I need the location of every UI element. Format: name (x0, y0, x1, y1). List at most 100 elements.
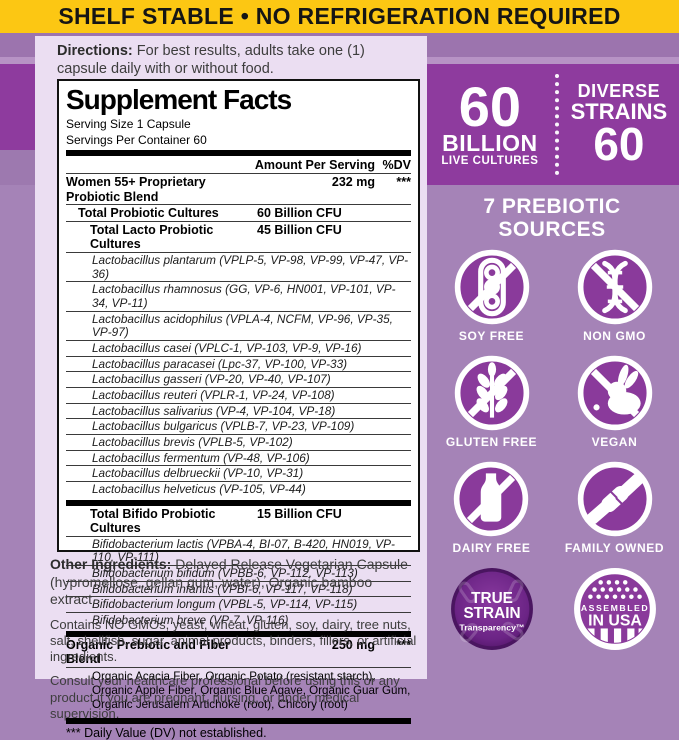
facts-row-name: Lactobacillus gasseri (VP-20, VP-40, VP-… (92, 372, 331, 387)
facts-row: Lactobacillus rhamnosus (GG, VP-6, HN001… (66, 281, 411, 310)
facts-row: Lactobacillus bulgaricus (VPLB-7, VP-23,… (66, 418, 411, 434)
facts-row-name: Bifidobacterium bifidum (VPBB-6, VP-112,… (92, 565, 358, 580)
facts-row-name: Lactobacillus paracasei (Lpc-37, VP-100,… (92, 356, 348, 371)
facts-row: Women 55+ Proprietary Probiotic Blend 232… (66, 173, 411, 204)
facts-row-name: Lactobacillus acidophilus (VPLA-4, NCFM,… (92, 311, 393, 340)
dotted-divider (554, 74, 559, 175)
strains-label: STRAINS (570, 99, 668, 125)
svg-text:STRAIN: STRAIN (463, 605, 520, 622)
serving-size: Serving Size 1 Capsule (66, 116, 191, 131)
facts-row: Total Probiotic Cultures 60 Billion CFU (66, 204, 411, 221)
facts-row-name: Total Bifido Probiotic Cultures (90, 506, 216, 536)
facts-row-name: Lactobacillus salivarius (VP-4, VP-104, … (92, 403, 336, 418)
facts-row-name: Lactobacillus bulgaricus (VPLB-7, VP-23,… (92, 419, 355, 434)
facts-row: Bifidobacterium lactis (VPBA-4, BI-07, B… (66, 535, 411, 565)
dv-footnote: *** Daily Value (DV) not established. (66, 725, 267, 740)
other-ingredients-label: Other Ingredients: (50, 556, 172, 572)
diverse-strains-block: DIVERSE STRAINS 60 (559, 64, 679, 185)
facts-row-dv: *** (396, 637, 411, 652)
dairy-free-icon (454, 461, 529, 537)
facts-row-name: Lactobacillus delbrueckii (VP-10, VP-31) (92, 466, 304, 481)
badge-label: DAIRY FREE (452, 541, 531, 555)
assembled-in-usa-icon: ASSEMBLED IN USA (573, 568, 656, 650)
facts-row-amount: 250 mg (331, 637, 375, 652)
facts-row-name: Total Probiotic Cultures (78, 206, 219, 221)
stars-dots (587, 580, 642, 599)
facts-row-name: Lactobacillus brevis (VPLB-5, VP-102) (92, 434, 293, 449)
contains-note: Contains NO GMOs, yeast, wheat, gluten, … (50, 616, 417, 665)
cultures-highlight: 60 BILLION LIVE CULTURES DIVERSE STRAINS… (425, 64, 679, 185)
bg-left-strip-patch (0, 150, 35, 185)
directions-label: Directions: (57, 43, 133, 59)
badge-gluten-free: GLUTEN FREE (446, 354, 537, 449)
badge-grid: SOY FREE NON GMO GLUTEN FREE VEGAN DAIRY … (432, 248, 674, 652)
strain-count-60: 60 (593, 118, 645, 171)
live-cultures-label: LIVE CULTURES (441, 155, 539, 168)
facts-row-name: Women 55+ Proprietary Probiotic Blend (66, 175, 206, 204)
facts-row: Lactobacillus delbrueckii (VP-10, VP-31) (66, 465, 411, 481)
badge-label: SOY FREE (458, 329, 525, 343)
facts-row: Lactobacillus helveticus (VP-105, VP-44) (66, 480, 411, 497)
live-cultures-block: 60 BILLION LIVE CULTURES (425, 64, 555, 185)
consult-note: Consult your healthcare professional bef… (50, 673, 400, 721)
badge-non-gmo: NON GMO (576, 248, 654, 343)
true-strain-icon: TRUE STRAIN Transparency™ (450, 568, 533, 650)
badge-label: NON GMO (583, 329, 646, 343)
facts-row-name: Bifidobacterium infantis (VPBI-6, VP-117… (92, 581, 353, 596)
facts-row: Bifidobacterium breve (VP-7, VP-116) (66, 611, 411, 628)
svg-text:ASSEMBLED: ASSEMBLED (580, 603, 648, 613)
facts-row: Total Bifido Probiotic Cultures 15 Billio… (66, 506, 411, 536)
soy-free-icon (454, 249, 529, 325)
facts-row: Bifidobacterium bifidum (VPBB-6, VP-112,… (66, 564, 411, 581)
facts-row-name: Lactobacillus casei (VPLC-1, VP-103, VP-… (92, 340, 362, 355)
billion-label: BILLION (442, 130, 538, 157)
badge-vegan: VEGAN (576, 354, 654, 449)
facts-row-name: Organic Prebiotic and Fiber Blend (66, 637, 230, 667)
badge-label: FAMILY OWNED (564, 541, 665, 555)
svg-text:IN USA: IN USA (588, 612, 642, 629)
badge-dairy-free: DAIRY FREE (452, 460, 530, 555)
vegan-icon (577, 355, 652, 431)
facts-row-dv: *** (396, 175, 411, 190)
badge-label: GLUTEN FREE (445, 435, 538, 449)
facts-row-name: Lactobacillus fermentum (VP-48, VP-106) (92, 450, 310, 465)
facts-row: Lactobacillus reuteri (VPLR-1, VP-24, VP… (66, 386, 411, 403)
facts-row-amount: 15 Billion CFU (257, 506, 342, 521)
facts-row: Lactobacillus salivarius (VP-4, VP-104, … (66, 402, 411, 419)
facts-row: Lactobacillus acidophilus (VPLA-4, NCFM,… (66, 310, 411, 340)
top-banner: SHELF STABLE • NO REFRIGERATION REQUIRED (0, 0, 679, 33)
facts-row-name: Bifidobacterium longum (VPBL-5, VP-114, … (92, 597, 358, 612)
facts-row: Lactobacillus brevis (VPLB-5, VP-102) (66, 433, 411, 450)
facts-row: Total Lacto Probiotic Cultures 45 Billion… (66, 220, 411, 252)
facts-row-name: Lactobacillus rhamnosus (GG, VP-6, HN001… (92, 282, 396, 310)
assembled-usa-badge: ASSEMBLED IN USA (572, 566, 658, 652)
gluten-free-icon (454, 355, 529, 431)
prebiotic-sources-heading: 7 PREBIOTIC SOURCES (483, 195, 621, 241)
facts-row: Bifidobacterium infantis (VPBI-6, VP-117… (66, 580, 411, 597)
facts-row: Lactobacillus gasseri (VP-20, VP-40, VP-… (66, 371, 411, 387)
directions-text: Directions: For best results, adults tak… (57, 43, 365, 78)
non-gmo-icon (577, 249, 652, 325)
facts-row-name: Total Lacto Probiotic Cultures (90, 222, 214, 252)
top-banner-text: SHELF STABLE • NO REFRIGERATION REQUIRED (58, 3, 621, 29)
facts-row-amount: 60 Billion CFU (257, 206, 342, 221)
other-ingredients: Other Ingredients: Delayed Release Veget… (50, 556, 408, 607)
diverse-label: DIVERSE (577, 81, 661, 102)
facts-row-amount: 232 mg (331, 175, 375, 190)
badge-label: VEGAN (591, 435, 638, 449)
supplement-facts-panel: Supplement Facts Serving Size 1 Capsule … (57, 79, 420, 740)
col-amount-per-serving: Amount Per Serving (254, 157, 375, 172)
badge-family-owned: FAMILY OWNED (565, 460, 664, 555)
label-notes: Other Ingredients: Delayed Release Veget… (50, 556, 418, 722)
divider-thick (66, 149, 411, 156)
divider-thick (66, 499, 411, 506)
facts-row: Organic Prebiotic and Fiber Blend 250 mg *… (66, 637, 411, 667)
count-60: 60 (458, 74, 522, 138)
badge-soy-free: SOY FREE (453, 248, 531, 343)
servings-per-container: Servings Per Container 60 (66, 132, 207, 147)
svg-text:TRUE: TRUE (471, 590, 513, 607)
facts-row: Lactobacillus casei (VPLC-1, VP-103, VP-… (66, 339, 411, 356)
facts-row: Lactobacillus paracasei (Lpc-37, VP-100,… (66, 355, 411, 372)
facts-row: Bifidobacterium longum (VPBL-5, VP-114, … (66, 596, 411, 612)
supplement-rows: Women 55+ Proprietary Probiotic Blend 232… (66, 173, 411, 714)
